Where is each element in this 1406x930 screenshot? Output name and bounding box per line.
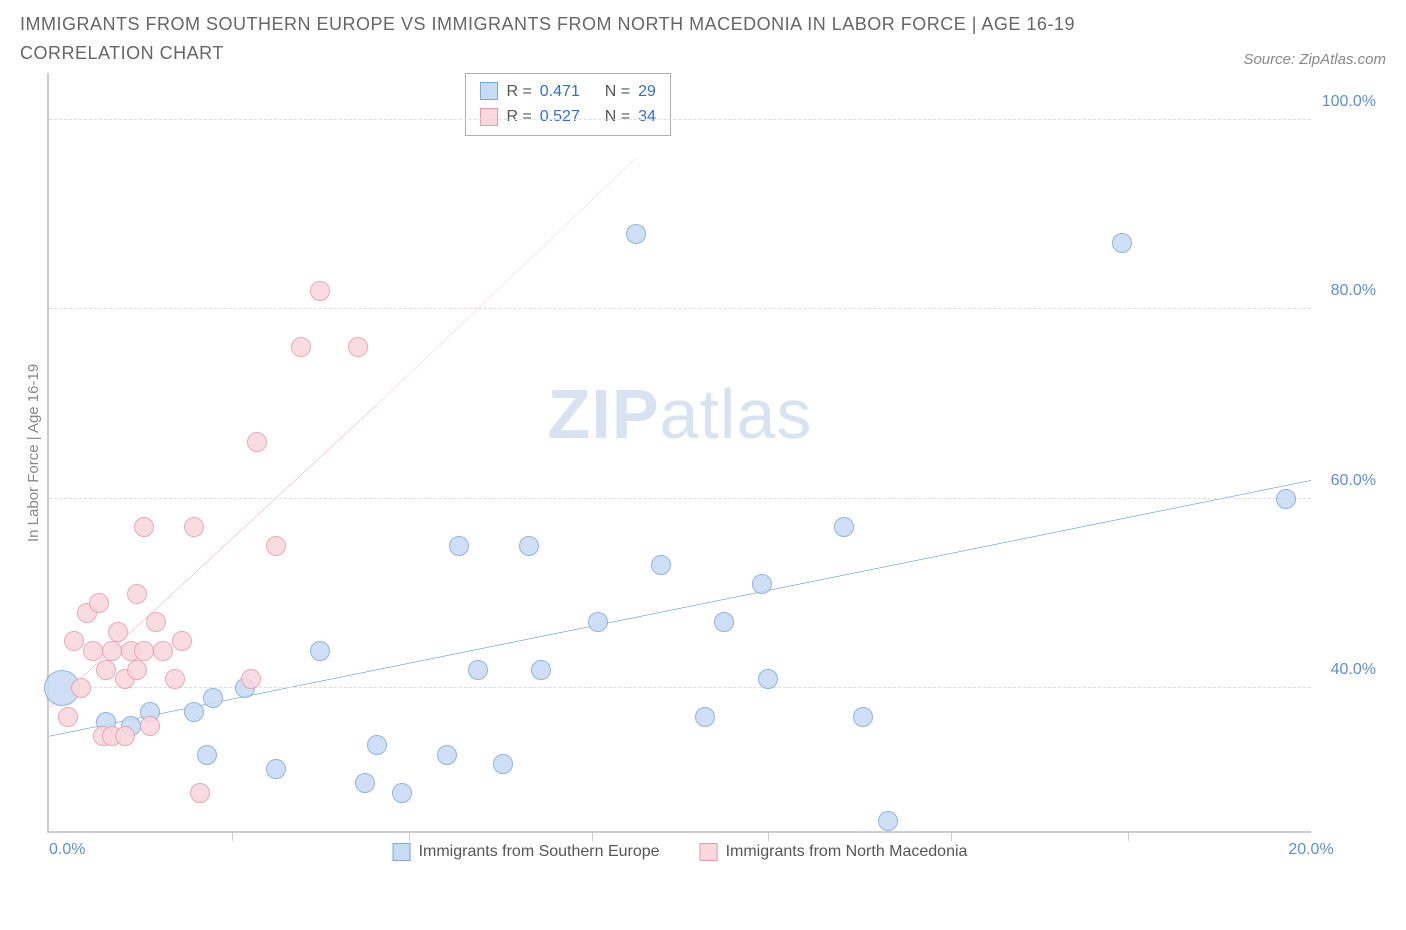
stats-row-series-1: R = 0.471 N = 29 bbox=[480, 79, 655, 105]
source-attribution: Source: ZipAtlas.com bbox=[1243, 51, 1386, 68]
watermark-atlas: atlas bbox=[660, 375, 813, 453]
data-point bbox=[102, 641, 122, 661]
x-tick bbox=[951, 831, 952, 841]
data-point bbox=[449, 536, 469, 556]
data-point bbox=[83, 641, 103, 661]
gridline bbox=[49, 498, 1311, 499]
data-point bbox=[1112, 233, 1132, 253]
data-point bbox=[519, 536, 539, 556]
data-point bbox=[651, 555, 671, 575]
n-label: N = bbox=[605, 104, 630, 130]
data-point bbox=[172, 631, 192, 651]
legend-swatch-1 bbox=[393, 843, 411, 861]
watermark-zip: ZIP bbox=[548, 375, 660, 453]
data-point bbox=[108, 622, 128, 642]
x-tick-label: 0.0% bbox=[49, 841, 85, 859]
stats-box: R = 0.471 N = 29 R = 0.527 N = 34 bbox=[465, 73, 670, 136]
data-point bbox=[134, 641, 154, 661]
data-point bbox=[127, 584, 147, 604]
r-value-1: 0.471 bbox=[540, 79, 580, 105]
data-point bbox=[184, 517, 204, 537]
data-point bbox=[531, 660, 551, 680]
x-tick-label: 20.0% bbox=[1288, 841, 1333, 859]
data-point bbox=[64, 631, 84, 651]
data-point bbox=[58, 707, 78, 727]
data-point bbox=[437, 745, 457, 765]
data-point bbox=[626, 224, 646, 244]
data-point bbox=[493, 754, 513, 774]
data-point bbox=[96, 660, 116, 680]
chart-container: In Labor Force | Age 16-19 ZIPatlas R = … bbox=[20, 73, 1386, 903]
data-point bbox=[310, 641, 330, 661]
r-label: R = bbox=[506, 79, 531, 105]
x-tick bbox=[1128, 831, 1129, 841]
data-point bbox=[695, 707, 715, 727]
data-point bbox=[355, 773, 375, 793]
y-tick-label: 80.0% bbox=[1331, 282, 1376, 300]
n-value-2: 34 bbox=[638, 104, 656, 130]
data-point bbox=[190, 783, 210, 803]
data-point bbox=[1276, 489, 1296, 509]
gridline bbox=[49, 308, 1311, 309]
gridline bbox=[49, 119, 1311, 120]
data-point bbox=[127, 660, 147, 680]
r-label: R = bbox=[506, 104, 531, 130]
data-point bbox=[203, 688, 223, 708]
data-point bbox=[266, 536, 286, 556]
data-point bbox=[241, 669, 261, 689]
data-point bbox=[878, 811, 898, 831]
data-point bbox=[266, 759, 286, 779]
data-point bbox=[165, 669, 185, 689]
stats-row-series-2: R = 0.527 N = 34 bbox=[480, 104, 655, 130]
r-value-2: 0.527 bbox=[540, 104, 580, 130]
data-point bbox=[197, 745, 217, 765]
y-tick-label: 40.0% bbox=[1331, 661, 1376, 679]
swatch-series-2 bbox=[480, 108, 498, 126]
x-tick bbox=[768, 831, 769, 841]
n-label: N = bbox=[605, 79, 630, 105]
legend-item-1: Immigrants from Southern Europe bbox=[393, 843, 660, 861]
y-tick-label: 60.0% bbox=[1331, 472, 1376, 490]
data-point bbox=[291, 337, 311, 357]
legend-swatch-2 bbox=[700, 843, 718, 861]
swatch-series-1 bbox=[480, 82, 498, 100]
data-point bbox=[714, 612, 734, 632]
data-point bbox=[392, 783, 412, 803]
x-tick bbox=[232, 831, 233, 841]
data-point bbox=[588, 612, 608, 632]
data-point bbox=[834, 517, 854, 537]
x-tick bbox=[592, 831, 593, 841]
data-point bbox=[853, 707, 873, 727]
data-point bbox=[752, 574, 772, 594]
y-axis-label: In Labor Force | Age 16-19 bbox=[20, 73, 47, 833]
trend-lines-svg bbox=[49, 73, 1311, 831]
data-point bbox=[89, 593, 109, 613]
legend-label-1: Immigrants from Southern Europe bbox=[419, 843, 660, 861]
data-point bbox=[184, 702, 204, 722]
chart-title: IMMIGRANTS FROM SOUTHERN EUROPE VS IMMIG… bbox=[20, 10, 1120, 68]
data-point bbox=[468, 660, 488, 680]
data-point bbox=[758, 669, 778, 689]
data-point bbox=[71, 678, 91, 698]
x-tick bbox=[409, 831, 410, 841]
data-point bbox=[146, 612, 166, 632]
data-point bbox=[367, 735, 387, 755]
data-point bbox=[115, 726, 135, 746]
data-point bbox=[310, 281, 330, 301]
watermark: ZIPatlas bbox=[548, 374, 813, 454]
data-point bbox=[140, 716, 160, 736]
legend-item-2: Immigrants from North Macedonia bbox=[700, 843, 968, 861]
data-point bbox=[247, 432, 267, 452]
data-point bbox=[153, 641, 173, 661]
n-value-1: 29 bbox=[638, 79, 656, 105]
data-point bbox=[348, 337, 368, 357]
data-point bbox=[134, 517, 154, 537]
y-tick-label: 100.0% bbox=[1322, 93, 1376, 111]
plot-area: ZIPatlas R = 0.471 N = 29 R = 0.527 N = … bbox=[47, 73, 1311, 833]
legend: Immigrants from Southern Europe Immigran… bbox=[393, 843, 968, 861]
legend-label-2: Immigrants from North Macedonia bbox=[726, 843, 968, 861]
